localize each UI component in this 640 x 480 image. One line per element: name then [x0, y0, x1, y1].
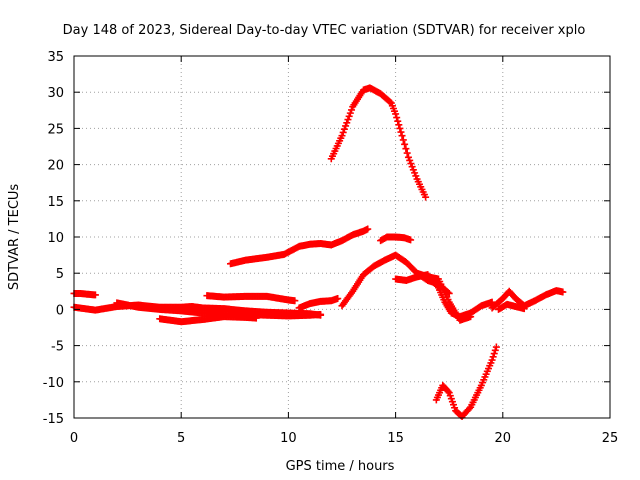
data-point: [348, 106, 356, 114]
x-tick-label: 0: [70, 431, 78, 446]
x-tick-label: 5: [177, 431, 185, 446]
data-point: [252, 314, 260, 322]
data-point: [488, 356, 496, 364]
data-point: [345, 112, 353, 120]
data-point: [343, 119, 351, 127]
data-point: [422, 193, 430, 201]
y-axis-title: SDTVAR / TECUs: [7, 184, 22, 291]
data-point: [344, 116, 352, 124]
data-point: [340, 125, 348, 133]
data-point: [492, 343, 500, 351]
series-track-4: [156, 313, 260, 326]
axis-ticks: 0 5 10 15 20 25 -15 -10 -5 0 5 10 15 20 25 30 35: [43, 50, 619, 446]
x-tick-label: 25: [602, 431, 619, 446]
data-point: [465, 404, 473, 412]
y-tick-label: 35: [47, 50, 64, 65]
x-tick-label: 20: [495, 431, 512, 446]
series-track-15: [432, 343, 500, 421]
y-tick-label: 15: [47, 195, 64, 210]
data-point: [338, 132, 346, 140]
series-track-1: [70, 289, 99, 299]
series-track-9: [377, 233, 415, 245]
data-point: [346, 109, 354, 117]
data-point: [444, 387, 452, 395]
y-tick-label: -10: [43, 376, 64, 391]
data-point: [393, 114, 401, 122]
x-tick-label: 15: [387, 431, 404, 446]
data-point: [445, 289, 453, 297]
data-point: [407, 236, 415, 244]
chart-title: Day 148 of 2023, Sidereal Day-to-day VTE…: [63, 23, 586, 38]
data-point: [386, 98, 394, 106]
data-point: [91, 291, 99, 299]
data-point: [559, 288, 567, 296]
data-point: [399, 136, 407, 144]
x-tick-label: 10: [280, 431, 297, 446]
data-point: [395, 121, 403, 129]
y-tick-label: -15: [43, 412, 64, 427]
data-point: [403, 149, 411, 157]
data-point: [317, 310, 325, 318]
data-point: [467, 313, 475, 321]
data-point: [364, 225, 372, 233]
data-point: [491, 346, 499, 354]
data-point: [342, 122, 350, 130]
data-point: [489, 353, 497, 361]
y-tick-label: 30: [47, 86, 64, 101]
series-track-10: [327, 84, 430, 201]
y-tick-label: 25: [47, 122, 64, 137]
data-point: [520, 305, 528, 313]
y-tick-label: 5: [56, 267, 64, 282]
data-point: [402, 145, 410, 153]
grid: [74, 56, 610, 418]
data-points: [70, 84, 567, 421]
data-point: [291, 297, 299, 305]
y-tick-label: 20: [47, 159, 64, 174]
y-tick-label: -5: [51, 340, 64, 355]
data-point: [401, 140, 409, 148]
series-track-12: [413, 269, 475, 324]
series-track-6: [227, 225, 372, 268]
data-point: [394, 117, 402, 125]
data-point: [397, 128, 405, 136]
data-point: [392, 110, 400, 118]
data-point: [490, 350, 498, 358]
x-axis-title: GPS time / hours: [286, 459, 395, 474]
series-track-7: [295, 295, 342, 312]
data-point: [339, 128, 347, 136]
y-tick-label: 0: [56, 303, 64, 318]
series-track-14: [495, 300, 528, 313]
data-point: [398, 132, 406, 140]
y-tick-label: 10: [47, 231, 64, 246]
series-track-5: [203, 292, 299, 305]
data-point: [334, 295, 342, 303]
data-point: [396, 124, 404, 132]
